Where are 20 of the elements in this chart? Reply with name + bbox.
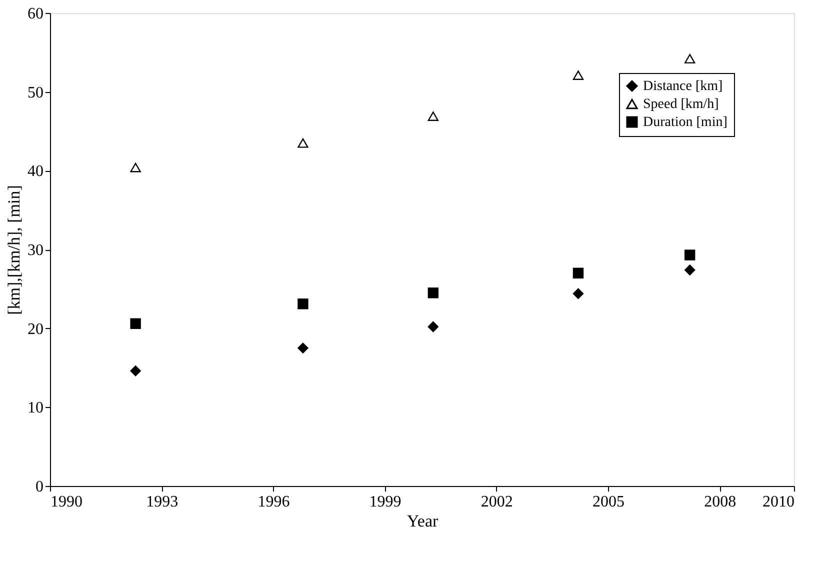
x-tick-label: 2005: [592, 494, 624, 510]
x-tick-label: 1996: [258, 494, 290, 510]
x-tick-label: 2002: [480, 494, 513, 510]
y-tick-label: 30: [28, 242, 44, 259]
legend-label: Distance [km]: [643, 79, 723, 94]
x-tick-label: 2010: [762, 494, 794, 510]
y-tick-label: 20: [28, 320, 44, 338]
legend-label: Duration [min]: [643, 115, 728, 130]
x-tick-label: 1990: [50, 494, 82, 510]
legend-label: Speed [km/h]: [643, 97, 719, 112]
y-axis-title: [km],[km/h], [min]: [4, 185, 24, 315]
y-tick-label: 10: [28, 400, 44, 417]
x-tick-label: 2008: [704, 494, 736, 510]
y-tick-label: 0: [36, 478, 44, 496]
x-tick-label: 1999: [369, 494, 402, 510]
x-tick-label: 1993: [146, 494, 178, 510]
y-tick-label: 50: [28, 84, 44, 102]
y-tick-label: 60: [28, 6, 44, 22]
x-axis-title: Year: [406, 512, 438, 530]
y-tick-label: 40: [28, 163, 44, 180]
